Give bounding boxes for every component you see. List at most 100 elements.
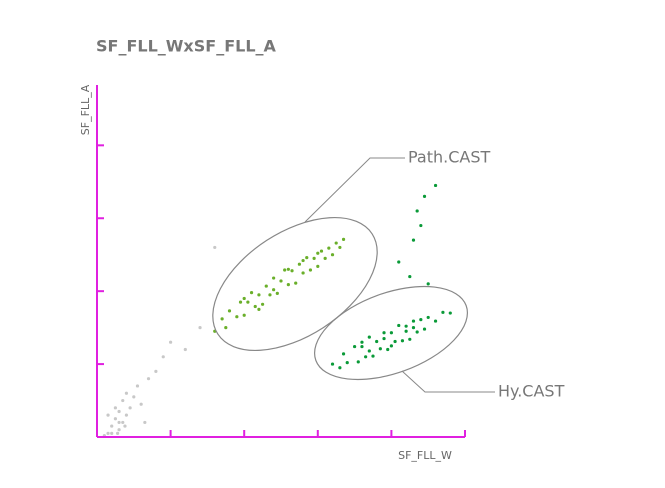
- point: [386, 347, 390, 352]
- point: [139, 402, 143, 406]
- point: [411, 319, 416, 323]
- chart-title: SF_FLL_WxSF_FLL_A: [96, 37, 277, 56]
- point: [397, 260, 401, 264]
- point: [297, 262, 301, 266]
- point: [113, 406, 117, 410]
- point: [117, 428, 121, 432]
- point: [213, 245, 217, 250]
- point: [154, 369, 158, 373]
- point: [220, 317, 224, 321]
- point: [389, 331, 393, 335]
- points: [102, 183, 452, 438]
- point: [338, 245, 342, 250]
- point: [408, 274, 412, 279]
- point: [113, 417, 117, 421]
- gate-label: Path.CAST: [408, 148, 491, 167]
- x-axis-label: SF_FLL_W: [398, 449, 452, 462]
- point: [121, 398, 125, 403]
- point: [135, 384, 140, 388]
- point: [419, 223, 423, 228]
- point: [378, 347, 382, 351]
- point: [356, 360, 360, 364]
- gate-label: Hy.CAST: [498, 382, 565, 401]
- point: [415, 209, 419, 213]
- point: [360, 344, 364, 349]
- point: [242, 296, 246, 301]
- point: [415, 330, 419, 334]
- point: [433, 319, 438, 323]
- point: [400, 339, 405, 343]
- point: [426, 315, 430, 320]
- point: [117, 420, 121, 425]
- point: [422, 327, 427, 331]
- point: [268, 293, 272, 297]
- point: [345, 361, 349, 365]
- point: [301, 271, 305, 275]
- point: [330, 253, 335, 257]
- point: [279, 279, 283, 283]
- point: [169, 340, 173, 344]
- point: [397, 323, 401, 328]
- point: [124, 413, 129, 417]
- point: [106, 413, 110, 417]
- point: [242, 313, 246, 317]
- point: [290, 269, 294, 273]
- point: [312, 256, 316, 260]
- point: [253, 304, 257, 309]
- point: [235, 315, 239, 319]
- point: [382, 336, 386, 341]
- point: [161, 355, 165, 359]
- point: [128, 406, 132, 410]
- point: [330, 362, 335, 366]
- point: [323, 256, 327, 260]
- point: [246, 300, 250, 304]
- point: [132, 395, 136, 399]
- point: [283, 268, 287, 272]
- point: [327, 246, 331, 250]
- point: [389, 344, 393, 348]
- point: [198, 326, 202, 330]
- point: [393, 339, 397, 344]
- point: [106, 431, 110, 435]
- point: [183, 347, 187, 352]
- point: [146, 377, 151, 381]
- point: [117, 409, 121, 414]
- point: [305, 256, 309, 260]
- point: [382, 331, 386, 335]
- point: [275, 291, 279, 295]
- point: [441, 310, 445, 314]
- y-axis-label: SF_FLL_A: [79, 84, 92, 135]
- point: [261, 302, 265, 306]
- point: [143, 420, 147, 425]
- point: [360, 340, 364, 344]
- point: [264, 284, 268, 288]
- point: [110, 431, 114, 435]
- point: [123, 424, 127, 428]
- point: [404, 324, 408, 328]
- point: [319, 249, 324, 253]
- gate-ellipse: [313, 285, 469, 381]
- point: [224, 326, 228, 330]
- point: [308, 268, 313, 272]
- point: [411, 326, 416, 330]
- point: [257, 293, 261, 297]
- point: [286, 267, 290, 271]
- point: [124, 391, 129, 395]
- point: [411, 238, 416, 242]
- point: [316, 264, 320, 268]
- point: [334, 241, 338, 245]
- point: [301, 258, 305, 263]
- point: [316, 251, 320, 255]
- point: [426, 282, 430, 286]
- point: [448, 311, 452, 315]
- point: [408, 337, 412, 341]
- point: [294, 281, 298, 285]
- point: [238, 300, 243, 304]
- gate-ellipse: [212, 216, 378, 352]
- point: [272, 288, 276, 292]
- point: [121, 420, 125, 425]
- point: [338, 366, 342, 370]
- point: [110, 424, 114, 428]
- point: [272, 276, 276, 280]
